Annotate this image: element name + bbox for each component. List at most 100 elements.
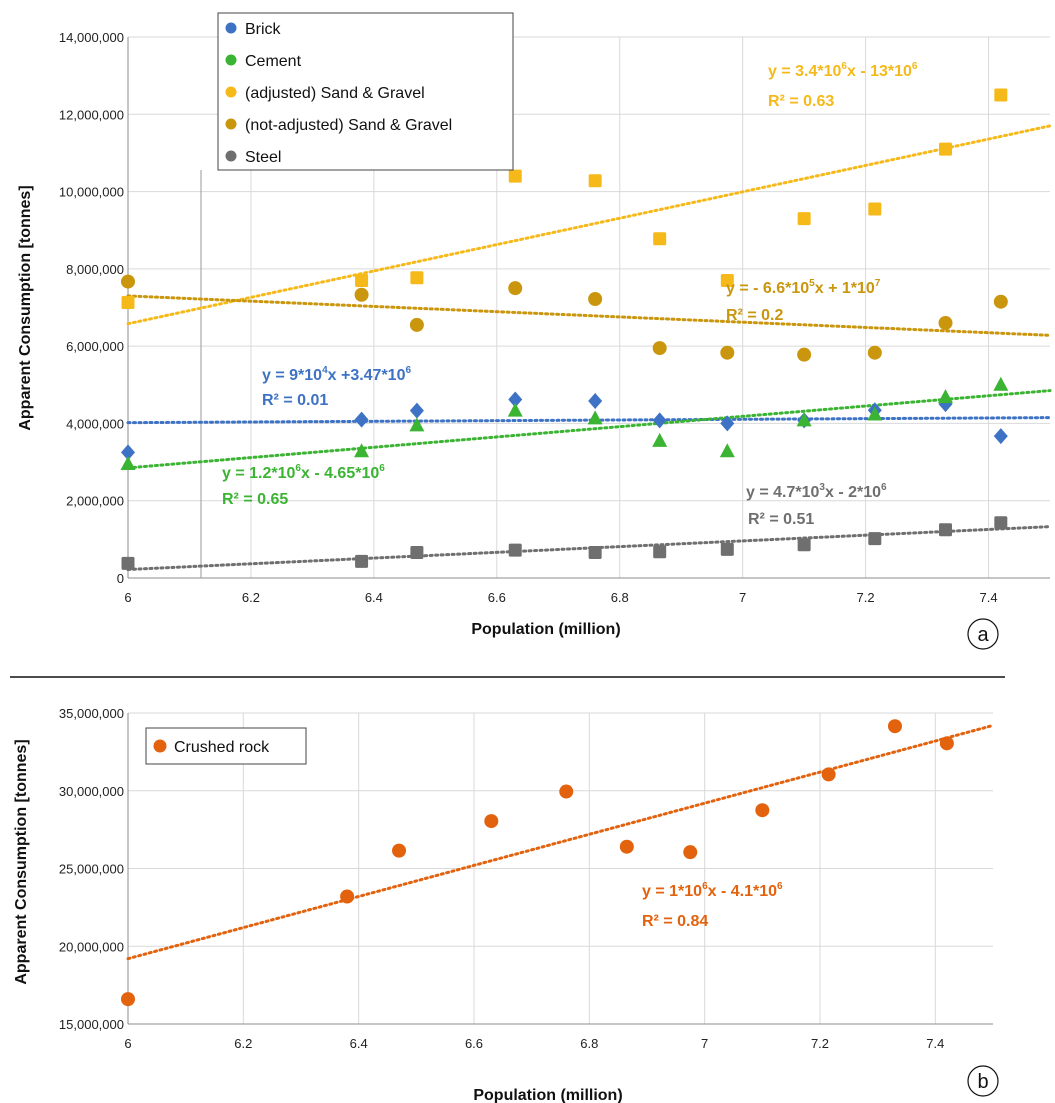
data-point-steel xyxy=(797,538,811,552)
data-point-brick xyxy=(121,444,135,461)
data-point-steel xyxy=(355,554,369,568)
data-point-adjusted-sand-gravel xyxy=(121,295,135,309)
panel-b-legend: Crushed rock xyxy=(145,727,307,765)
y-tick-label: 15,000,000 xyxy=(59,1017,124,1032)
x-tick-label: 7 xyxy=(701,1036,708,1051)
legend-label-steel: Steel xyxy=(245,149,281,166)
data-point-crushed-rock xyxy=(392,843,407,858)
data-point-not-adjusted-sand-gravel xyxy=(652,341,667,356)
panel-b-label-circle xyxy=(967,1065,999,1097)
panel-a-data-points xyxy=(120,88,1009,570)
data-point-not-adjusted-sand-gravel xyxy=(993,294,1008,309)
data-point-steel xyxy=(121,556,135,570)
x-tick-label: 7.2 xyxy=(811,1036,829,1051)
y-tick-label: 8,000,000 xyxy=(66,262,124,277)
panel-a-legend-box xyxy=(217,12,514,171)
data-point-crushed-rock xyxy=(484,814,499,829)
panel-b-x-axis-title: Population (million) xyxy=(473,1087,622,1103)
r2-adjusted-sand-gravel: R² = 0.63 xyxy=(768,93,834,110)
data-point-crushed-rock xyxy=(939,736,954,751)
equation-steel: y = 4.7*103x - 2*106 xyxy=(746,482,887,501)
data-point-brick xyxy=(652,412,667,429)
trendline-brick xyxy=(126,416,1052,425)
data-point-crushed-rock xyxy=(619,839,634,854)
y-tick-label: 35,000,000 xyxy=(59,706,124,721)
data-point-not-adjusted-sand-gravel xyxy=(720,345,735,360)
equation-cement: y = 1.2*106x - 4.65*106 xyxy=(222,463,385,482)
r2-cement: R² = 0.65 xyxy=(222,491,288,508)
x-tick-label: 7.2 xyxy=(857,590,875,605)
trendline-cement xyxy=(126,389,1052,470)
panel-b-chart: 15,000,000 20,000,000 25,000,000 30,000,000… xyxy=(13,706,999,1103)
data-point-adjusted-sand-gravel xyxy=(653,232,667,246)
trendline-not-adjusted-sand-gravel xyxy=(126,294,1052,337)
data-point-not-adjusted-sand-gravel xyxy=(409,317,424,332)
data-point-steel xyxy=(653,545,667,559)
data-point-not-adjusted-sand-gravel xyxy=(797,347,812,362)
data-point-adjusted-sand-gravel xyxy=(410,271,424,285)
y-tick-label: 0 xyxy=(117,571,124,586)
y-tick-label: 6,000,000 xyxy=(66,339,124,354)
panel-b-data-points xyxy=(121,719,954,1007)
r2-not-adjusted-sand-gravel: R² = 0.2 xyxy=(726,307,783,324)
data-point-brick xyxy=(993,428,1008,445)
panel-b-tick-labels: 15,000,000 20,000,000 25,000,000 30,000,000… xyxy=(59,706,944,1051)
legend-label-crushed-rock: Crushed rock xyxy=(174,739,270,756)
legend-label-cement: Cement xyxy=(245,53,302,70)
data-point-brick xyxy=(720,415,735,432)
x-tick-label: 6 xyxy=(124,590,131,605)
x-tick-label: 6.8 xyxy=(611,590,629,605)
data-point-steel xyxy=(939,523,953,537)
data-point-not-adjusted-sand-gravel xyxy=(938,315,953,330)
data-point-cement xyxy=(796,412,812,427)
panel-b-legend-box xyxy=(145,727,307,765)
panel-b-label: b xyxy=(977,1071,988,1093)
y-tick-label: 25,000,000 xyxy=(59,862,124,877)
data-point-crushed-rock xyxy=(121,992,135,1007)
data-point-crushed-rock xyxy=(340,889,355,904)
x-tick-label: 6.6 xyxy=(465,1036,483,1051)
y-tick-label: 14,000,000 xyxy=(59,30,124,45)
x-tick-label: 7.4 xyxy=(979,590,997,605)
x-tick-label: 6.2 xyxy=(234,1036,252,1051)
x-tick-label: 6.8 xyxy=(580,1036,598,1051)
data-point-steel xyxy=(508,543,522,557)
legend-label-not-adjusted-sand-gravel: (not-adjusted) Sand & Gravel xyxy=(245,117,452,134)
data-point-crushed-rock xyxy=(559,784,574,799)
x-tick-label: 6.2 xyxy=(242,590,260,605)
data-point-not-adjusted-sand-gravel xyxy=(354,287,369,302)
data-point-cement xyxy=(719,443,735,458)
panel-a-x-axis-title: Population (million) xyxy=(471,621,620,638)
data-point-adjusted-sand-gravel xyxy=(939,142,953,156)
x-tick-label: 7.4 xyxy=(926,1036,944,1051)
data-point-steel xyxy=(410,545,424,559)
y-tick-label: 30,000,000 xyxy=(59,784,124,799)
x-tick-label: 6 xyxy=(124,1036,131,1051)
data-point-cement xyxy=(867,406,883,421)
x-tick-label: 6.4 xyxy=(350,1036,368,1051)
r2-crushed-rock: R² = 0.84 xyxy=(642,913,708,930)
data-point-adjusted-sand-gravel xyxy=(355,273,369,287)
data-point-crushed-rock xyxy=(683,845,698,860)
panel-b-grid xyxy=(127,712,993,1025)
data-point-cement xyxy=(120,456,136,471)
panel-a-tick-labels: 0 2,000,000 4,000,000 6,000,000 8,000,000 10,… xyxy=(59,30,998,605)
y-tick-label: 4,000,000 xyxy=(66,416,124,431)
data-point-brick xyxy=(588,393,603,410)
data-point-brick xyxy=(354,411,369,428)
legend-label-brick: Brick xyxy=(245,21,282,38)
data-point-crushed-rock xyxy=(887,719,902,734)
panel-b-y-axis-title: Apparent Consumption [tonnes] xyxy=(13,739,30,984)
data-point-steel xyxy=(588,545,602,559)
legend-marker-crushed-rock xyxy=(153,739,167,753)
legend-marker-steel xyxy=(225,150,237,162)
equation-not-adjusted-sand-gravel: y = - 6.6*105x + 1*107 xyxy=(726,278,881,297)
panel-a-y-axis-title: Apparent Consumption [tonnes] xyxy=(17,185,34,430)
data-point-cement xyxy=(938,389,954,404)
legend-label-adjusted-sand-gravel: (adjusted) Sand & Gravel xyxy=(245,85,425,102)
legend-marker-adjusted-sand-gravel xyxy=(225,86,237,98)
data-point-not-adjusted-sand-gravel xyxy=(121,274,135,289)
equation-adjusted-sand-gravel: y = 3.4*106x - 13*106 xyxy=(768,61,918,80)
data-point-not-adjusted-sand-gravel xyxy=(508,281,523,296)
